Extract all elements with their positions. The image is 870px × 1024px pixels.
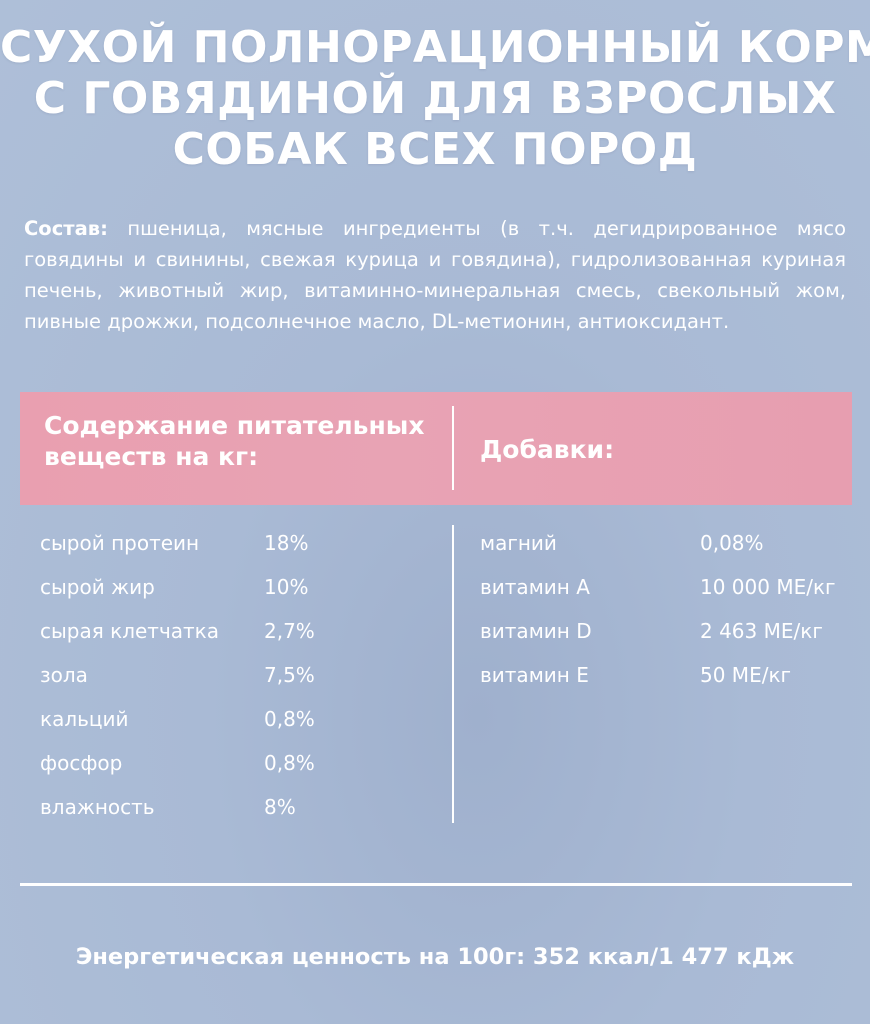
nutrient-name: влажность bbox=[40, 795, 155, 819]
additives-heading: Добавки: bbox=[480, 435, 615, 464]
title-line-1: СУХОЙ ПОЛНОРАЦИОННЫЙ КОРМ bbox=[0, 22, 870, 73]
nutrient-value: 0,8% bbox=[264, 751, 315, 775]
nutrient-name: зола bbox=[40, 663, 88, 687]
product-title: СУХОЙ ПОЛНОРАЦИОННЫЙ КОРМ С ГОВЯДИНОЙ ДЛ… bbox=[0, 22, 870, 175]
nutrient-name: сырой протеин bbox=[40, 531, 200, 555]
column-divider bbox=[452, 525, 454, 823]
additive-value: 2 463 МЕ/кг bbox=[700, 619, 823, 643]
additive-name: витамин А bbox=[480, 575, 590, 599]
nutrient-value: 8% bbox=[264, 795, 296, 819]
nutrient-value: 10% bbox=[264, 575, 309, 599]
nutrient-value: 18% bbox=[264, 531, 309, 555]
nutrient-name: сырой жир bbox=[40, 575, 155, 599]
title-line-3: СОБАК ВСЕХ ПОРОД bbox=[172, 124, 698, 175]
additive-value: 0,08% bbox=[700, 531, 764, 555]
composition-paragraph: Состав: пшеница, мясные ингредиенты (в т… bbox=[24, 213, 846, 337]
nutrient-name: сырая клетчатка bbox=[40, 619, 220, 643]
additive-value: 50 МЕ/кг bbox=[700, 663, 792, 687]
nutrients-heading: Содержание питательных веществ на кг: bbox=[44, 411, 425, 471]
additive-name: магний bbox=[480, 531, 557, 555]
header-divider bbox=[452, 406, 454, 490]
nutrient-name: фосфор bbox=[40, 751, 123, 775]
composition-label: Состав: bbox=[24, 217, 108, 240]
additive-name: витамин D bbox=[480, 619, 592, 643]
section-header-band: Содержание питательных веществ на кг: До… bbox=[20, 392, 852, 505]
bottom-divider bbox=[20, 883, 852, 886]
nutrient-value: 7,5% bbox=[264, 663, 315, 687]
additive-name: витамин Е bbox=[480, 663, 589, 687]
nutrient-value: 2,7% bbox=[264, 619, 315, 643]
energy-value: Энергетическая ценность на 100г: 352 кка… bbox=[75, 944, 795, 970]
nutrient-value: 0,8% bbox=[264, 707, 315, 731]
composition-text: пшеница, мясные ингредиенты (в т.ч. деги… bbox=[24, 217, 846, 333]
nutrient-name: кальций bbox=[40, 707, 129, 731]
title-line-2: С ГОВЯДИНОЙ ДЛЯ ВЗРОСЛЫХ bbox=[33, 73, 837, 124]
additive-value: 10 000 МЕ/кг bbox=[700, 575, 836, 599]
